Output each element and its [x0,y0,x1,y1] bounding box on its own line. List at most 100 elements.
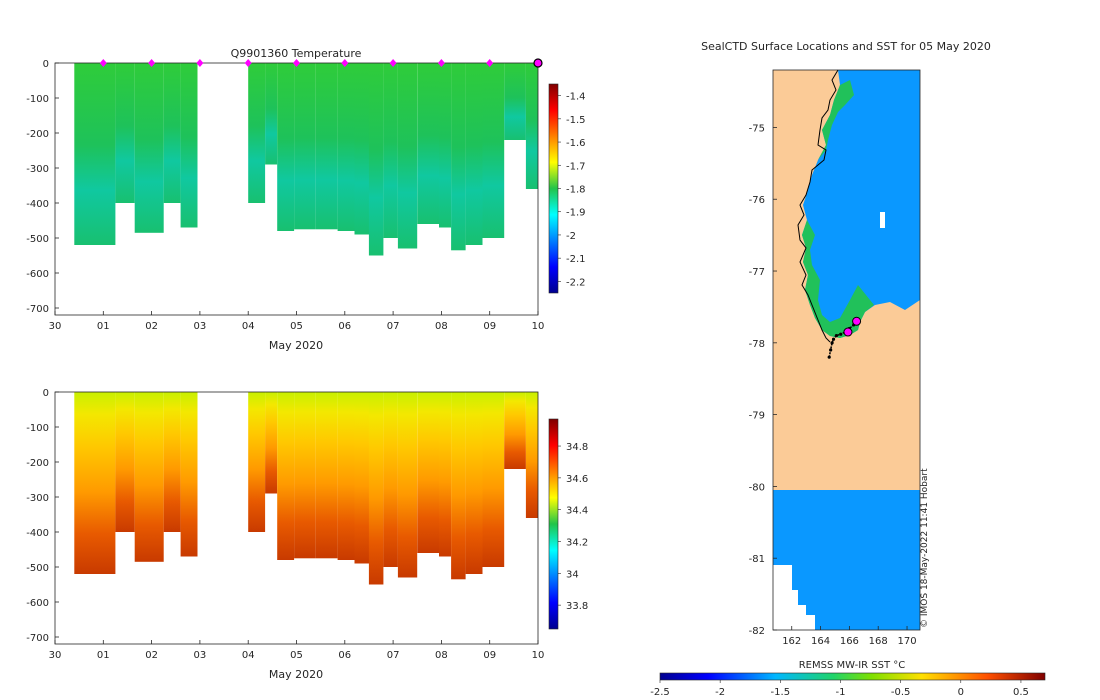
temperature-profile-column [354,63,369,235]
salinity-profile-column [354,392,369,564]
colorbar-tick-label: -1.9 [566,208,586,219]
salinity-profile-column [248,392,266,532]
x-tick-label: 08 [435,321,448,332]
x-tick-label: 03 [194,650,207,661]
temperature-profile-column [294,63,316,230]
salinity-y-axis: 0 -100 -200 -300 -400 -500 -600 -700 [26,388,59,644]
y-tick-label: -700 [26,304,49,315]
x-tick-label: 01 [97,650,110,661]
salinity-profile-column [180,392,198,557]
colorbar-tick-label: 33.8 [566,601,588,612]
x-tick-label: 02 [145,321,158,332]
profile-marker [437,59,445,67]
map-longitude-axis: 162 164 166 168 170 [782,626,917,647]
ross-sea-ocean [802,70,920,338]
latest-profile-marker [533,58,543,68]
sst-map: SealCTD Surface Locations and SST for 05… [701,40,991,647]
salinity-x-axis: 30 01 02 03 04 05 06 07 08 09 10 [49,640,544,661]
temperature-x-label: May 2020 [269,339,323,352]
temperature-profile-column [482,63,505,238]
x-tick-label: 04 [242,650,255,661]
sst-colorbar: REMSS MW-IR SST °C -2.5 -2 -1.5 -1 -0.5 0 0.5 [650,660,1046,698]
colorbar-tick-label: 34.6 [566,474,588,485]
x-tick-label: 05 [290,650,303,661]
temperature-colorbar: -1.4 -1.5 -1.6 -1.7 -1.8 -1.9 -2 -2.1 -2.2 [548,83,586,294]
watermark: © IMOS 18-May-2022 11:41 Hobart [920,468,930,628]
surface-location-marker [852,316,862,326]
surface-location-marker [843,327,853,337]
temperature-title: Q9901360 Temperature [231,47,362,60]
sst-colorbar-tick-label: -2.5 [650,687,670,698]
temperature-profile-column [180,63,198,228]
y-tick-label: -700 [26,633,49,644]
lat-tick-label: -75 [749,123,765,134]
y-tick-label: -600 [26,269,49,280]
seal-track [827,316,862,359]
x-tick-label: 03 [194,321,207,332]
y-tick-label: -500 [26,563,49,574]
sst-colorbar-tick-label: -0.5 [891,687,911,698]
salinity-profile-column [383,392,398,567]
lat-tick-label: -76 [749,195,765,206]
temperature-y-axis: 0 -100 -200 -300 -400 -500 -600 -700 [26,59,59,315]
x-tick-label: 30 [49,650,62,661]
temperature-profile-column [417,63,439,224]
data-gap-lower [773,565,815,630]
y-tick-label: 0 [43,59,49,70]
y-tick-label: 0 [43,388,49,399]
x-tick-label: 06 [338,321,351,332]
temperature-section-plot: 0 -100 -200 -300 -400 -500 -600 -700 30 01 02 03 04… [26,47,544,352]
salinity-profile-column [265,392,278,494]
y-tick-label: -100 [26,94,49,105]
colorbar-tick-label: -2.2 [566,277,586,288]
x-tick-label: 07 [387,321,400,332]
sst-colorbar-label: REMSS MW-IR SST °C [799,660,906,671]
temperature-x-axis: 30 01 02 03 04 05 06 07 08 09 10 [49,311,544,332]
track-line [828,322,858,358]
x-tick-label: 01 [97,321,110,332]
track-point [831,337,836,341]
temperature-profile-column [115,63,135,203]
colorbar-tick-label: -2 [566,231,576,242]
colorbar-tick-label: -1.6 [566,138,586,149]
sst-colorbar-tick-label: -2 [715,687,725,698]
x-tick-label: 02 [145,650,158,661]
profile-marker [244,59,252,67]
temperature-profile-column [383,63,398,238]
x-tick-label: 05 [290,321,303,332]
data-gap [880,212,885,228]
lat-tick-label: -77 [749,267,765,278]
map-latitude-axis: -75 -76 -77 -78 -79 -80 -81 -82 [749,123,777,637]
temperature-profile-column [265,63,278,165]
profile-marker [341,59,349,67]
temperature-profile-column [451,63,466,251]
salinity-profile-column [439,392,452,557]
x-tick-label: 09 [483,650,496,661]
sst-colorbar-tick-label: 0.5 [1013,687,1029,698]
salinity-profile-column [163,392,181,532]
lat-tick-label: -79 [749,411,765,422]
temperature-profile-column [504,63,526,140]
lat-tick-label: -80 [749,482,765,493]
lat-tick-label: -82 [749,626,765,637]
profile-marker [196,59,204,67]
colorbar-tick-label: -1.7 [566,161,586,172]
profile-markers [99,58,543,68]
y-tick-label: -300 [26,493,49,504]
colorbar-tick-label: 34.4 [566,506,588,517]
colorbar-tick-label: 34.2 [566,538,588,549]
colorbar-tick-label: 34.8 [566,442,588,453]
track-point [829,348,833,352]
temperature-profile-column [368,63,384,256]
y-tick-label: -200 [26,458,49,469]
profile-marker [99,59,107,67]
lon-tick-label: 162 [782,636,801,647]
salinity-section-plot: 0 -100 -200 -300 -400 -500 -600 -700 30 01 02 03 04… [26,388,544,681]
salinity-profile-column [482,392,505,567]
y-tick-label: -300 [26,164,49,175]
y-tick-label: -400 [26,528,49,539]
salinity-profile-column [315,392,338,559]
temperature-profile-column [277,63,295,231]
salinity-profile-column [277,392,295,560]
